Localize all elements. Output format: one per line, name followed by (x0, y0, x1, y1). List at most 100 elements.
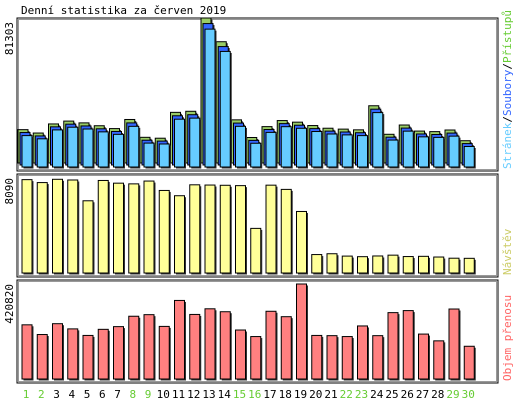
bar-Návštěv-day-27 (418, 255, 429, 274)
day-label-8: 8 (129, 388, 136, 401)
legend-entry-4: Přístupů (501, 10, 514, 63)
bar-Stránek-day-29 (448, 135, 460, 168)
bar-Návštěv-day-2 (36, 182, 48, 274)
day-label-18: 18 (279, 388, 292, 401)
bar-Návštěv-day-12 (189, 184, 201, 274)
bar-Stránek-day-6 (97, 131, 109, 168)
bar-Stránek-day-20 (311, 131, 323, 168)
bar-Stránek-day-28 (433, 136, 445, 168)
legend-entry-0: Návštěv (501, 228, 514, 275)
bar-Objem přenosu-day-8 (128, 315, 140, 380)
day-label-5: 5 (84, 388, 91, 401)
day-label-20: 20 (309, 388, 322, 401)
bar-Stránek-day-10 (158, 143, 170, 168)
bar-Objem přenosu-day-5 (82, 334, 94, 380)
bar-Objem přenosu-day-14 (219, 311, 231, 380)
y-max-label: 420820 (3, 284, 16, 324)
legend-entry-0: Stránek (501, 122, 514, 169)
bar-Stránek-day-22 (341, 134, 353, 168)
panel-frame (16, 279, 499, 384)
bar-Objem přenosu-day-4 (67, 328, 79, 380)
bar-Objem přenosu-day-6 (97, 328, 109, 380)
bar-Stránek-day-15 (235, 125, 246, 168)
bar-Návštěv-day-30 (463, 257, 475, 274)
day-label-14: 14 (218, 388, 232, 401)
bar-Objem přenosu-day-27 (418, 333, 429, 380)
bar-Návštěv-day-3 (52, 178, 63, 274)
panel-frame (16, 17, 499, 172)
bar-Objem přenosu-day-30 (463, 345, 475, 380)
day-label-6: 6 (99, 388, 106, 401)
bar-Návštěv-day-24 (372, 255, 384, 274)
legend-pages: Stránek/Soubory/Přístupů (501, 10, 514, 169)
bar-Stránek-day-2 (36, 138, 48, 168)
bar-Stránek-day-4 (67, 126, 79, 168)
bar-Stránek-day-16 (250, 142, 262, 168)
bar-Stránek-day-9 (143, 142, 155, 168)
legend-entry-1: / (501, 116, 514, 123)
day-label-16: 16 (248, 388, 261, 401)
bar-Stránek-day-23 (357, 135, 368, 168)
bar-Stránek-day-24 (372, 112, 384, 168)
panel-kbytes: 420820 Objem přenosu (3, 279, 514, 384)
bar-Objem přenosu-day-1 (21, 324, 33, 380)
bar-Objem přenosu-day-16 (250, 336, 262, 380)
bar-Stránek-day-11 (174, 118, 185, 168)
day-label-4: 4 (68, 388, 75, 401)
bar-Návštěv-day-17 (265, 184, 277, 274)
day-label-13: 13 (202, 388, 215, 401)
bar-Objem přenosu-day-12 (189, 313, 201, 380)
bar-Návštěv-day-28 (433, 256, 445, 274)
bar-Stránek-day-25 (387, 139, 399, 168)
y-max-label: 81303 (3, 22, 16, 55)
series-Stránek (21, 28, 476, 169)
bar-Stránek-day-12 (189, 117, 201, 168)
legend-visits: Návštěv (501, 228, 514, 275)
day-label-9: 9 (145, 388, 152, 401)
bar-Stránek-day-5 (82, 128, 94, 168)
bar-Objem přenosu-day-24 (372, 335, 384, 380)
bar-Stránek-day-30 (463, 145, 475, 168)
bar-Stránek-day-19 (296, 127, 307, 168)
legend-entry-0: Objem přenosu (501, 295, 514, 381)
bar-Návštěv-day-1 (21, 179, 33, 274)
bar-Objem přenosu-day-29 (448, 308, 460, 380)
panel-frame (16, 173, 499, 278)
bar-Návštěv-day-20 (311, 254, 323, 274)
bar-Návštěv-day-10 (158, 189, 170, 274)
bar-Návštěv-day-13 (204, 184, 216, 274)
bar-Objem přenosu-day-23 (357, 325, 368, 380)
day-label-23: 23 (355, 388, 368, 401)
bar-Objem přenosu-day-20 (311, 334, 323, 380)
day-axis: 1 2 3 4 5 6 7 8 9 10 11 12 13 14 15 16 17 18 19 20 21 22 23 24 2… (23, 388, 475, 401)
bar-Návštěv-day-5 (82, 200, 94, 274)
bar-Návštěv-day-29 (448, 257, 460, 274)
panel-inner-frame (18, 19, 497, 170)
bar-Objem přenosu-day-17 (265, 310, 277, 380)
bar-Objem přenosu-day-25 (387, 312, 399, 380)
bar-Objem přenosu-day-9 (143, 314, 155, 380)
series-Objem přenosu (21, 283, 476, 381)
day-label-22: 22 (340, 388, 353, 401)
bar-Objem přenosu-day-19 (296, 283, 307, 380)
day-label-2: 2 (38, 388, 45, 401)
bar-Návštěv-day-19 (296, 210, 307, 274)
day-label-28: 28 (431, 388, 444, 401)
bar-Návštěv-day-6 (97, 179, 109, 274)
bar-Stránek-day-27 (418, 136, 429, 168)
bar-Stránek-day-8 (128, 125, 140, 168)
bar-Objem přenosu-day-26 (402, 310, 414, 380)
bar-Návštěv-day-22 (341, 255, 353, 274)
day-label-15: 15 (233, 388, 246, 401)
bar-Návštěv-day-9 (143, 180, 155, 274)
legend-entry-2: Soubory (501, 69, 514, 116)
bar-Návštěv-day-26 (402, 256, 414, 274)
bar-Objem přenosu-day-7 (113, 326, 124, 380)
day-label-17: 17 (263, 388, 276, 401)
day-label-7: 7 (114, 388, 121, 401)
bar-Objem přenosu-day-15 (235, 329, 246, 380)
bar-Návštěv-day-14 (219, 184, 231, 274)
bar-Stránek-day-1 (21, 135, 33, 168)
bar-Návštěv-day-18 (280, 188, 292, 274)
